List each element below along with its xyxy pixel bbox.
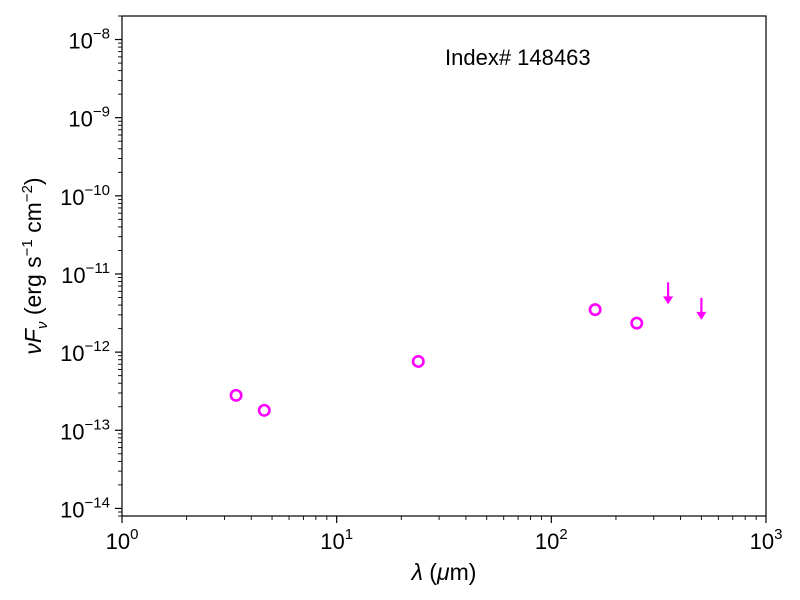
y-tick-label: 10−10 [60, 182, 110, 210]
data-point [588, 303, 602, 317]
upper-limit-arrow [696, 297, 707, 320]
y-tick-label: 10−8 [68, 26, 110, 54]
tick-layer: 100 101 102 103 10−14 10−13 10−12 10−11 10−10 10−… [60, 15, 783, 554]
marks-layer [229, 282, 707, 417]
data-point [411, 354, 425, 368]
x-tick-label: 102 [535, 526, 568, 554]
y-tick-label: 10−13 [60, 416, 110, 444]
upper-limit-arrow [663, 282, 674, 305]
y-tick-label: 10−9 [68, 104, 110, 132]
annotation-index: Index# 148463 [445, 45, 591, 70]
x-axis-title: λ (μm) [410, 559, 477, 585]
data-point [257, 403, 271, 417]
x-tick-label: 103 [750, 526, 783, 554]
y-tick-label: 10−14 [60, 494, 110, 522]
x-tick-label: 100 [106, 526, 139, 554]
data-point [229, 388, 243, 402]
y-tick-label: 10−11 [61, 260, 110, 288]
x-tick-label: 101 [320, 526, 353, 554]
data-point [630, 316, 644, 330]
y-tick-label: 10−12 [60, 338, 110, 366]
y-axis-title: νFν (erg s−1 cm−2) [19, 177, 51, 354]
plot-frame [121, 15, 767, 517]
